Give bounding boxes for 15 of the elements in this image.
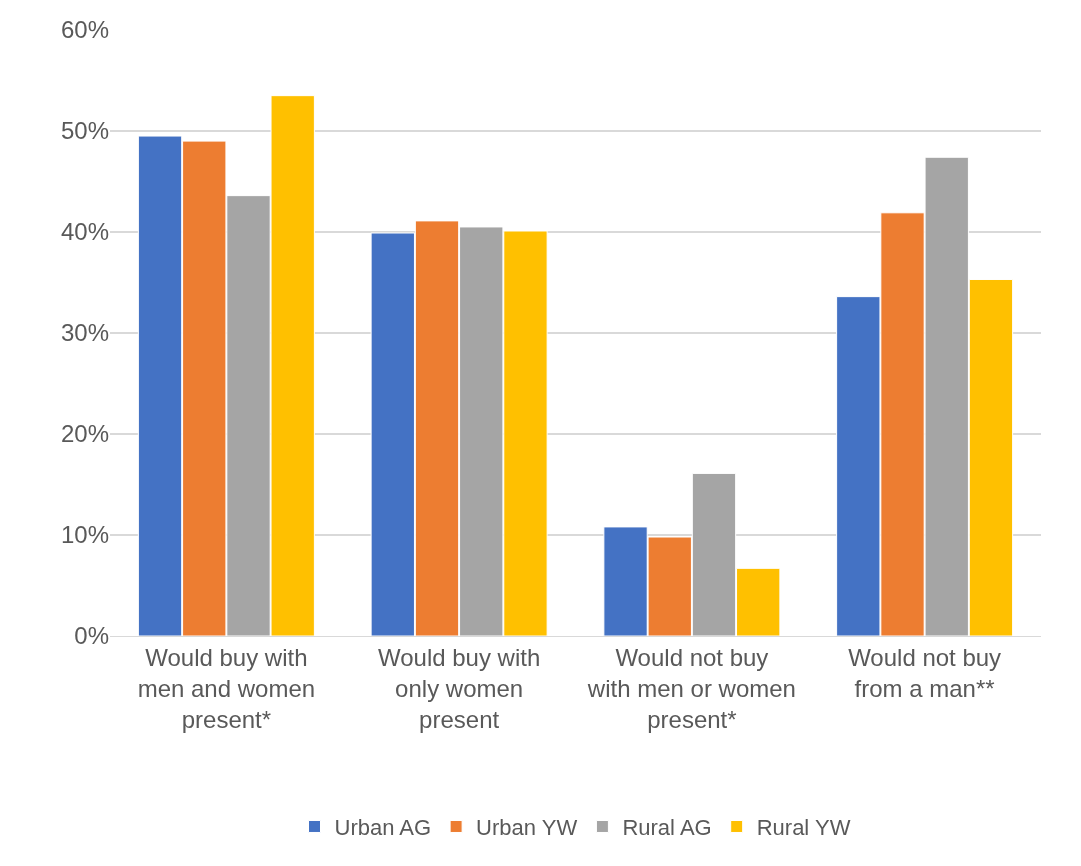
- y-tick-label: 50%: [60, 117, 109, 145]
- x-tick-label: Would buy with men and women present*: [137, 643, 316, 734]
- legend-label: Rural YW: [756, 815, 851, 841]
- y-tick-label: 40%: [60, 218, 109, 246]
- legend-label: Urban AG: [334, 815, 432, 841]
- x-tick-label: Would not buy from a man**: [848, 643, 1002, 702]
- y-tick-label: 20%: [60, 420, 109, 448]
- legend-label: Rural AG: [622, 815, 712, 841]
- y-tick-label: 60%: [60, 16, 109, 44]
- y-tick-label: 30%: [60, 319, 109, 347]
- y-tick-label: 0%: [74, 622, 109, 650]
- x-tick-label: Would buy with only women present: [377, 643, 541, 734]
- y-tick-label: 10%: [60, 521, 109, 549]
- x-tick-label: Would not buy with men or women present*: [586, 643, 796, 734]
- legend-label: Urban YW: [476, 815, 578, 841]
